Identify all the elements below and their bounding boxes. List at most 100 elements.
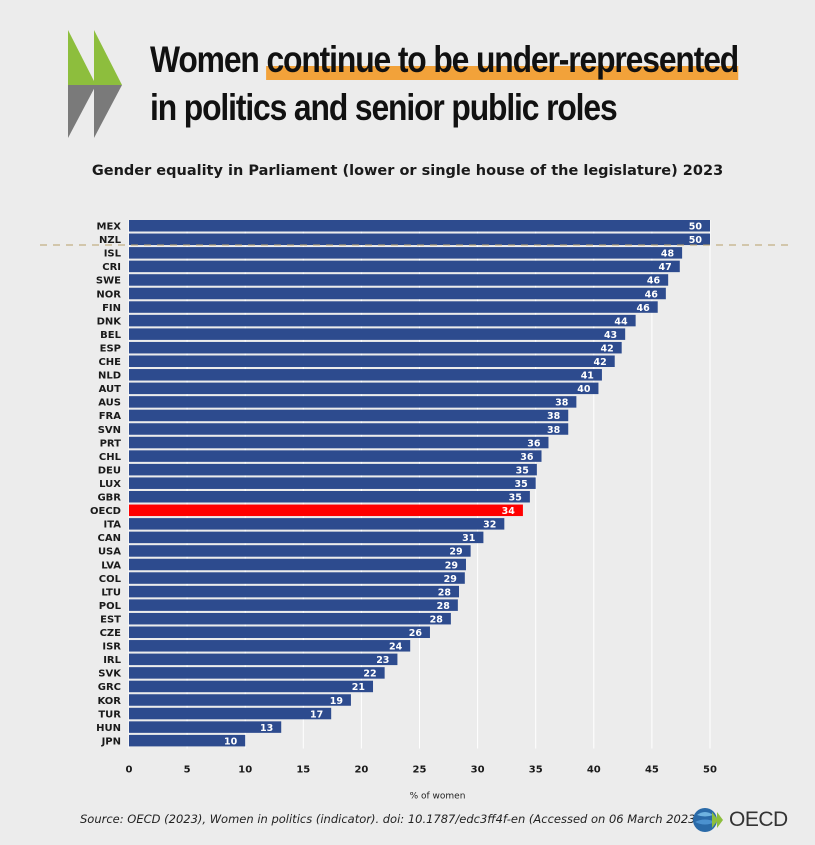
category-label: ISL bbox=[104, 249, 122, 260]
data-label: 28 bbox=[438, 587, 452, 598]
category-label: COL bbox=[99, 574, 122, 585]
category-label: IRL bbox=[103, 655, 121, 666]
bar bbox=[129, 626, 430, 638]
bar bbox=[129, 667, 385, 679]
bar bbox=[129, 301, 658, 313]
bar bbox=[129, 545, 471, 557]
data-label: 47 bbox=[659, 262, 672, 273]
data-label: 50 bbox=[689, 222, 703, 233]
bar bbox=[129, 734, 246, 747]
data-label: 32 bbox=[483, 520, 496, 531]
bar bbox=[129, 274, 669, 286]
data-label: 41 bbox=[581, 371, 594, 382]
oecd-logo: OECD bbox=[692, 806, 788, 834]
data-label: 38 bbox=[555, 398, 569, 409]
category-label: FIN bbox=[102, 303, 121, 314]
category-label: ISR bbox=[102, 642, 121, 653]
category-label: BEL bbox=[100, 330, 121, 341]
bar bbox=[129, 572, 465, 584]
data-label: 29 bbox=[444, 574, 457, 585]
bar bbox=[129, 396, 577, 408]
category-label: LVA bbox=[101, 560, 121, 571]
data-label: 46 bbox=[647, 276, 661, 287]
bar-highlight bbox=[129, 504, 523, 517]
category-label: SWE bbox=[96, 276, 121, 287]
bar bbox=[129, 491, 530, 503]
bar bbox=[129, 463, 537, 476]
x-tick-label: 30 bbox=[471, 764, 485, 775]
category-label: TUR bbox=[98, 709, 121, 720]
bar bbox=[129, 382, 599, 395]
category-label: DNK bbox=[97, 316, 123, 327]
category-label: EST bbox=[100, 614, 121, 625]
data-label: 19 bbox=[330, 696, 343, 707]
data-label: 23 bbox=[376, 655, 389, 666]
data-label: 29 bbox=[449, 547, 462, 558]
bar bbox=[129, 721, 282, 733]
category-label: MEX bbox=[97, 222, 122, 233]
category-label: CAN bbox=[98, 533, 121, 544]
category-label: JPN bbox=[101, 736, 121, 747]
data-label: 36 bbox=[520, 452, 534, 463]
bar bbox=[129, 653, 398, 666]
category-label: POL bbox=[99, 601, 122, 612]
data-label: 28 bbox=[437, 601, 451, 612]
category-label: NOR bbox=[96, 289, 121, 300]
category-label: OECD bbox=[90, 506, 121, 517]
category-label: CHL bbox=[99, 452, 122, 463]
bar bbox=[129, 355, 615, 367]
category-label: LUX bbox=[99, 479, 121, 490]
data-label: 46 bbox=[645, 289, 659, 300]
category-label: CHE bbox=[98, 357, 121, 368]
chart-title: Gender equality in Parliament (lower or … bbox=[91, 163, 724, 179]
x-tick-label: 40 bbox=[587, 764, 601, 775]
x-tick-label: 45 bbox=[645, 764, 659, 775]
bar bbox=[129, 409, 569, 422]
data-label: 36 bbox=[527, 438, 541, 449]
category-label: AUT bbox=[99, 384, 122, 395]
x-tick-label: 0 bbox=[126, 764, 133, 775]
data-label: 43 bbox=[604, 330, 617, 341]
oecd-chevron-logo bbox=[68, 30, 122, 138]
bar bbox=[129, 680, 374, 693]
bar bbox=[129, 640, 411, 652]
bar bbox=[129, 518, 505, 530]
data-label: 31 bbox=[462, 533, 475, 544]
bar bbox=[129, 612, 451, 625]
bar bbox=[129, 558, 466, 571]
category-label: NZL bbox=[99, 235, 122, 246]
source-note: Source: OECD (2023), Women in politics (… bbox=[80, 812, 700, 826]
oecd-wordmark: OECD bbox=[729, 808, 788, 831]
category-label: HUN bbox=[96, 723, 121, 734]
data-label: 28 bbox=[430, 614, 444, 625]
bar bbox=[129, 220, 710, 232]
bar bbox=[129, 341, 622, 354]
bar bbox=[129, 531, 484, 544]
bar bbox=[129, 260, 680, 273]
data-label: 48 bbox=[661, 249, 675, 260]
bar bbox=[129, 450, 542, 462]
data-label: 40 bbox=[577, 384, 591, 395]
category-label: CRI bbox=[102, 262, 121, 273]
category-label: ESP bbox=[100, 343, 121, 354]
data-label: 50 bbox=[689, 235, 703, 246]
title-word-women: Women bbox=[150, 39, 267, 80]
data-label: 38 bbox=[547, 411, 561, 422]
category-label: GRC bbox=[98, 682, 121, 693]
data-label: 29 bbox=[445, 560, 458, 571]
data-label: 24 bbox=[389, 642, 403, 653]
data-label: 17 bbox=[310, 709, 323, 720]
bar bbox=[129, 233, 710, 246]
x-tick-label: 15 bbox=[296, 764, 310, 775]
globe-icon bbox=[693, 808, 723, 832]
data-label: 46 bbox=[636, 303, 650, 314]
data-label: 35 bbox=[514, 479, 527, 490]
category-label: LTU bbox=[101, 587, 121, 598]
x-tick-label: 10 bbox=[238, 764, 252, 775]
data-label: 10 bbox=[224, 736, 238, 747]
data-label: 22 bbox=[363, 669, 376, 680]
bar bbox=[129, 477, 536, 489]
category-label: GBR bbox=[97, 493, 121, 504]
x-tick-label: 5 bbox=[184, 764, 191, 775]
